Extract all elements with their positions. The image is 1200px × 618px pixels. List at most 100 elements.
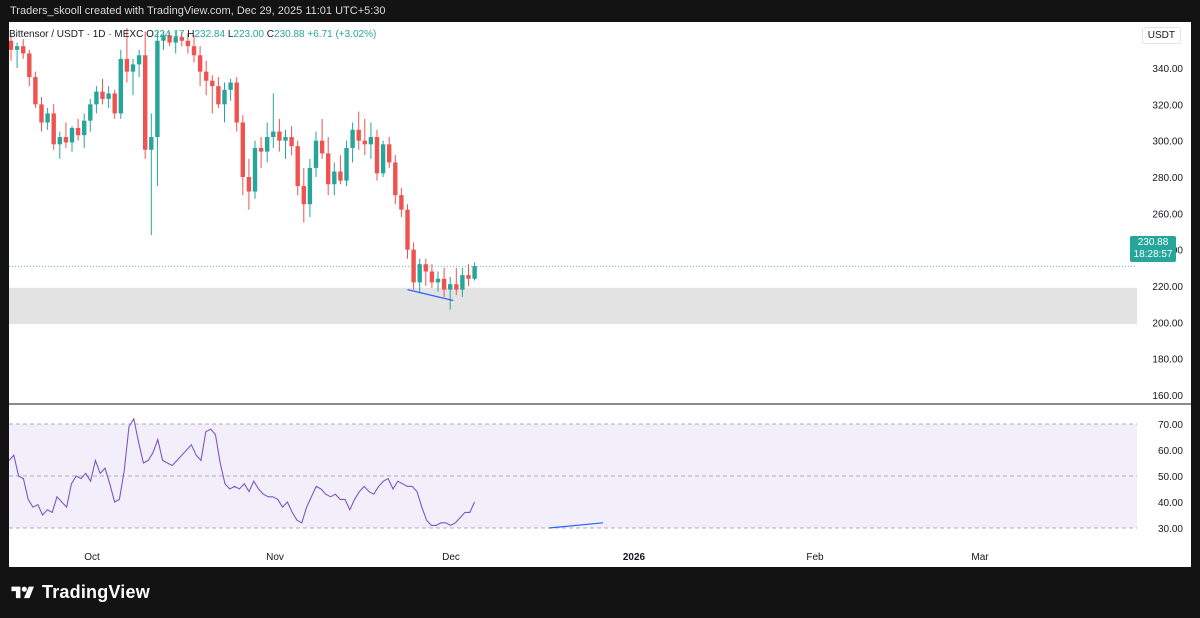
candle-body [234, 82, 239, 123]
open-label: O [146, 29, 154, 40]
candle-body [124, 58, 130, 72]
candle-body [45, 113, 50, 123]
candle-body [149, 137, 154, 150]
close-label: C [266, 29, 275, 40]
candle-body [454, 284, 459, 290]
bar-countdown: 18:28:57 [1133, 249, 1173, 260]
candle-body [387, 144, 392, 163]
price-axis-tick: 320.00 [1152, 100, 1183, 111]
high-value: 232.84 [194, 29, 226, 40]
candle-body [106, 93, 111, 99]
tradingview-logo-icon [11, 586, 34, 598]
time-axis-tick: Dec [442, 552, 460, 563]
candle-body [399, 195, 404, 210]
candle-body [344, 147, 349, 181]
candle-body [197, 55, 203, 72]
candle-body [350, 129, 355, 148]
candle-body [283, 137, 288, 141]
candle-body [429, 271, 435, 283]
candle-body [435, 278, 441, 283]
rsi-axis-tick: 50.00 [1158, 472, 1183, 483]
candle-body [51, 113, 56, 145]
candle-body [216, 86, 221, 105]
candle-body [57, 137, 62, 145]
candle-body [240, 122, 245, 177]
candle-body [210, 80, 215, 87]
candle-body [167, 35, 172, 43]
candle-body [82, 120, 87, 136]
rsi-line [9, 417, 476, 527]
time-axis-tick: 2026 [623, 552, 646, 563]
candle-body [246, 177, 252, 192]
candle-body [326, 153, 331, 185]
currency-badge[interactable]: USDT [1141, 27, 1181, 44]
candle-body [173, 37, 178, 43]
candle-body [179, 37, 184, 41]
candle-body [313, 140, 319, 168]
time-axis-tick: Oct [84, 552, 100, 563]
candle-body [204, 71, 209, 81]
candle-body [411, 249, 416, 283]
candle-body [319, 140, 325, 154]
candle-body [265, 137, 270, 152]
tradingview-logo[interactable]: TradingView [10, 582, 150, 603]
tradingview-brand: TradingView [42, 582, 150, 602]
candle-body [423, 264, 428, 272]
candle-body [380, 144, 386, 174]
price-axis-tick: 220.00 [1152, 282, 1183, 293]
candle-body [466, 275, 471, 279]
support-zone [9, 287, 1137, 325]
price-axis-tick: 160.00 [1152, 391, 1183, 402]
candle-body [374, 137, 380, 174]
price-axis-tick: 340.00 [1152, 64, 1183, 75]
candle-body [362, 140, 367, 145]
candle-body [460, 275, 465, 290]
time-axis-tick: Feb [806, 552, 824, 563]
candle-body [295, 146, 300, 187]
candle-body [39, 104, 44, 123]
symbol-legend[interactable]: Bittensor / USDT · 1D · MEXC O224.17 H23… [9, 29, 376, 40]
candle-body [155, 40, 160, 138]
rsi-axis-tick: 60.00 [1158, 446, 1183, 457]
candle-body [9, 40, 14, 50]
candle-body [63, 137, 69, 143]
last-price-tag: 230.88 18:28:57 [1130, 236, 1176, 262]
candle-body [393, 162, 398, 196]
candle-body [69, 127, 75, 143]
candle-body [136, 55, 142, 65]
candle-body [289, 137, 294, 147]
candle-body [185, 40, 191, 47]
rsi-axis-tick: 30.00 [1158, 524, 1183, 535]
candle-body [472, 266, 477, 279]
candle-body [356, 129, 361, 141]
candle-body [100, 91, 105, 99]
candle-body [191, 46, 197, 56]
price-divergence-line [407, 289, 454, 302]
candle-body [21, 46, 26, 54]
candle-body [338, 171, 343, 181]
price-axis-tick: 260.00 [1152, 209, 1183, 220]
candle-body [405, 209, 410, 250]
symbol-name[interactable]: Bittensor / USDT · 1D · MEXC [9, 29, 144, 40]
time-axis-tick: Nov [266, 552, 284, 563]
high-label: H [187, 29, 195, 40]
rsi-divergence-line [548, 522, 604, 529]
time-axis-tick: Mar [971, 552, 989, 563]
candle-body [441, 278, 447, 290]
open-value: 224.17 [153, 29, 185, 40]
chart-frame[interactable]: 160.00180.00200.00220.00240.00260.00280.… [9, 22, 1191, 567]
candle-body [332, 171, 337, 185]
candle-body [88, 104, 93, 121]
chart-attribution: Traders_skooll created with TradingView.… [10, 5, 386, 17]
candle-body [143, 55, 148, 150]
candle-body [277, 131, 282, 141]
change-value: +6.71 (+3.02%) [307, 29, 377, 40]
price-axis-tick: 300.00 [1152, 137, 1183, 148]
candle-body [75, 127, 81, 136]
low-value: 223.00 [233, 29, 264, 40]
price-axis-tick: 180.00 [1152, 355, 1183, 366]
price-axis-tick: 280.00 [1152, 173, 1183, 184]
candle-body [14, 46, 20, 50]
chart-canvas[interactable]: 160.00180.00200.00220.00240.00260.00280.… [9, 22, 1191, 567]
candle-body [417, 264, 422, 283]
